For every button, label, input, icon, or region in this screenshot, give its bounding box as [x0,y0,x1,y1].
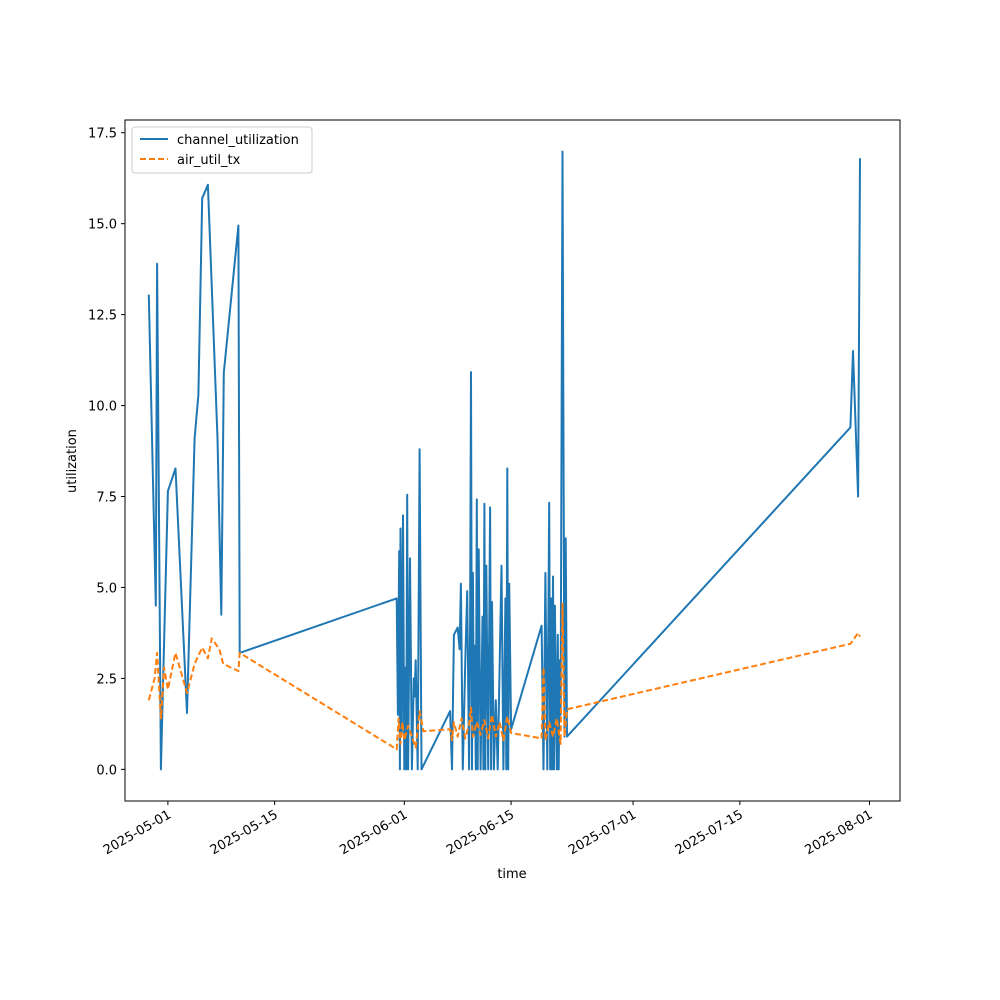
legend-label-channel-utilization: channel_utilization [177,133,299,148]
y-tick-label: 2.5 [96,672,117,687]
legend: channel_utilization air_util_tx [131,126,313,174]
legend-box [131,126,313,174]
y-axis-label: utilization [65,429,80,493]
axes-frame [124,119,901,802]
series-line-air-util-tx [147,602,861,751]
legend-label-air-util-tx: air_util_tx [177,153,241,168]
x-axis-label: time [497,867,526,882]
y-tick-label: 7.5 [96,491,117,506]
y-tick-label: 5.0 [96,581,117,596]
plot-area [147,150,861,771]
y-axis: 0.0 2.5 5.0 7.5 10.0 12.5 15.0 17.5 [88,127,125,778]
y-tick-label: 10.0 [88,400,117,415]
y-tick-label: 17.5 [88,127,117,142]
series-line-channel-utilization [147,150,861,771]
y-tick-label: 12.5 [88,309,117,324]
y-tick-label: 0.0 [96,763,117,778]
y-tick-label: 15.0 [88,218,117,233]
